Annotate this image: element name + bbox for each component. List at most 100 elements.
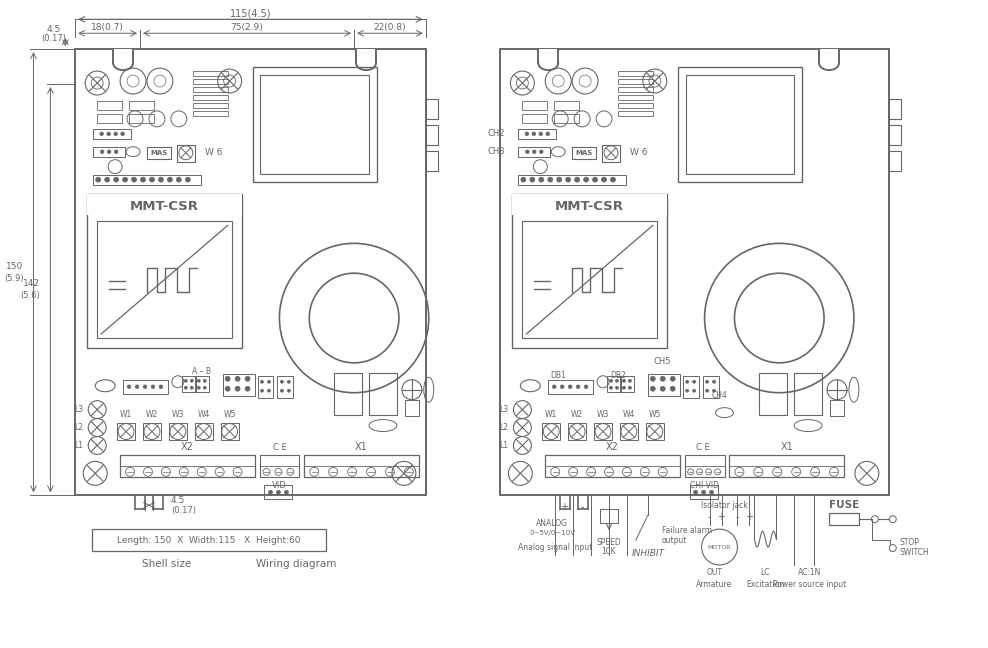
Text: INHIBIT: INHIBIT xyxy=(631,548,664,557)
Circle shape xyxy=(610,379,613,382)
Bar xyxy=(147,146,171,159)
Circle shape xyxy=(539,150,543,154)
Bar xyxy=(618,79,653,84)
Bar xyxy=(258,376,274,398)
Circle shape xyxy=(532,132,535,135)
Circle shape xyxy=(616,379,618,382)
Bar xyxy=(830,400,844,415)
Text: Shell size: Shell size xyxy=(142,559,192,569)
Circle shape xyxy=(546,132,549,135)
Text: 10K: 10K xyxy=(602,546,617,555)
Text: CH3: CH3 xyxy=(488,147,506,156)
Circle shape xyxy=(566,177,571,182)
Bar xyxy=(193,103,227,108)
Text: AC:1N: AC:1N xyxy=(797,568,821,577)
Circle shape xyxy=(610,386,613,389)
Text: W4: W4 xyxy=(198,410,209,419)
Circle shape xyxy=(185,379,188,382)
Circle shape xyxy=(616,386,618,389)
Bar xyxy=(124,380,168,394)
Circle shape xyxy=(576,385,580,389)
Circle shape xyxy=(245,386,250,391)
Bar xyxy=(261,75,370,174)
Text: W4: W4 xyxy=(622,410,635,419)
Text: CH2: CH2 xyxy=(488,130,506,138)
Circle shape xyxy=(191,386,194,389)
Bar xyxy=(265,485,292,499)
Bar xyxy=(618,111,653,116)
Circle shape xyxy=(705,389,708,392)
Circle shape xyxy=(670,386,675,391)
Text: Length: 150  X  Width:115   X  Height:60: Length: 150 X Width:115 X Height:60 xyxy=(117,535,300,544)
Bar xyxy=(702,376,718,398)
Bar xyxy=(554,101,579,110)
Bar xyxy=(193,71,227,76)
Text: L2: L2 xyxy=(74,423,83,432)
Bar xyxy=(618,103,653,108)
Text: +: + xyxy=(717,512,725,522)
Text: W 6: W 6 xyxy=(630,148,647,157)
Circle shape xyxy=(871,516,878,523)
Circle shape xyxy=(547,177,552,182)
Bar xyxy=(304,456,419,478)
Circle shape xyxy=(709,491,713,494)
Circle shape xyxy=(140,177,145,182)
Circle shape xyxy=(114,177,119,182)
Bar xyxy=(646,422,664,441)
Text: MAS: MAS xyxy=(575,150,593,156)
Text: Failure alarm: Failure alarm xyxy=(662,526,712,535)
Text: W3: W3 xyxy=(597,410,610,419)
Bar xyxy=(193,111,227,116)
Bar xyxy=(222,374,255,396)
Text: 4.5: 4.5 xyxy=(46,25,60,34)
Bar xyxy=(619,376,634,391)
Circle shape xyxy=(622,379,625,382)
Circle shape xyxy=(261,380,264,383)
Text: DB1: DB1 xyxy=(550,371,566,380)
Circle shape xyxy=(538,177,543,182)
Bar xyxy=(678,67,802,181)
Text: W3: W3 xyxy=(172,410,184,419)
Text: W2: W2 xyxy=(571,410,583,419)
Bar xyxy=(129,101,154,110)
Bar xyxy=(426,125,438,145)
Circle shape xyxy=(123,177,127,182)
Text: STOP: STOP xyxy=(900,538,920,546)
Circle shape xyxy=(151,385,155,389)
Circle shape xyxy=(131,177,136,182)
Circle shape xyxy=(268,380,271,383)
Circle shape xyxy=(235,386,240,391)
Circle shape xyxy=(191,379,194,382)
Text: 115(4.5): 115(4.5) xyxy=(230,8,272,18)
Circle shape xyxy=(135,385,139,389)
Text: (5.6): (5.6) xyxy=(21,291,41,300)
Bar xyxy=(618,71,653,76)
Bar xyxy=(538,49,558,63)
Bar xyxy=(177,145,195,162)
Circle shape xyxy=(622,386,625,389)
Bar xyxy=(118,422,135,441)
Bar xyxy=(602,145,619,162)
Bar xyxy=(182,376,196,391)
Circle shape xyxy=(225,386,230,391)
Circle shape xyxy=(701,491,705,494)
Text: L3: L3 xyxy=(74,405,83,414)
Text: L1: L1 xyxy=(74,441,83,450)
Bar xyxy=(405,400,419,415)
Text: W1: W1 xyxy=(120,410,132,419)
Bar xyxy=(370,373,397,415)
Bar xyxy=(542,422,560,441)
Circle shape xyxy=(107,132,111,135)
Circle shape xyxy=(177,177,182,182)
Circle shape xyxy=(530,177,535,182)
Text: ANALOG: ANALOG xyxy=(536,518,568,527)
Circle shape xyxy=(660,376,665,381)
Bar xyxy=(75,49,426,495)
Text: MOTOR: MOTOR xyxy=(707,544,731,550)
Circle shape xyxy=(108,150,111,154)
Bar xyxy=(523,114,547,123)
Circle shape xyxy=(602,177,607,182)
Bar xyxy=(426,99,438,119)
Text: 4.5: 4.5 xyxy=(171,496,185,505)
Text: L2: L2 xyxy=(499,423,509,432)
